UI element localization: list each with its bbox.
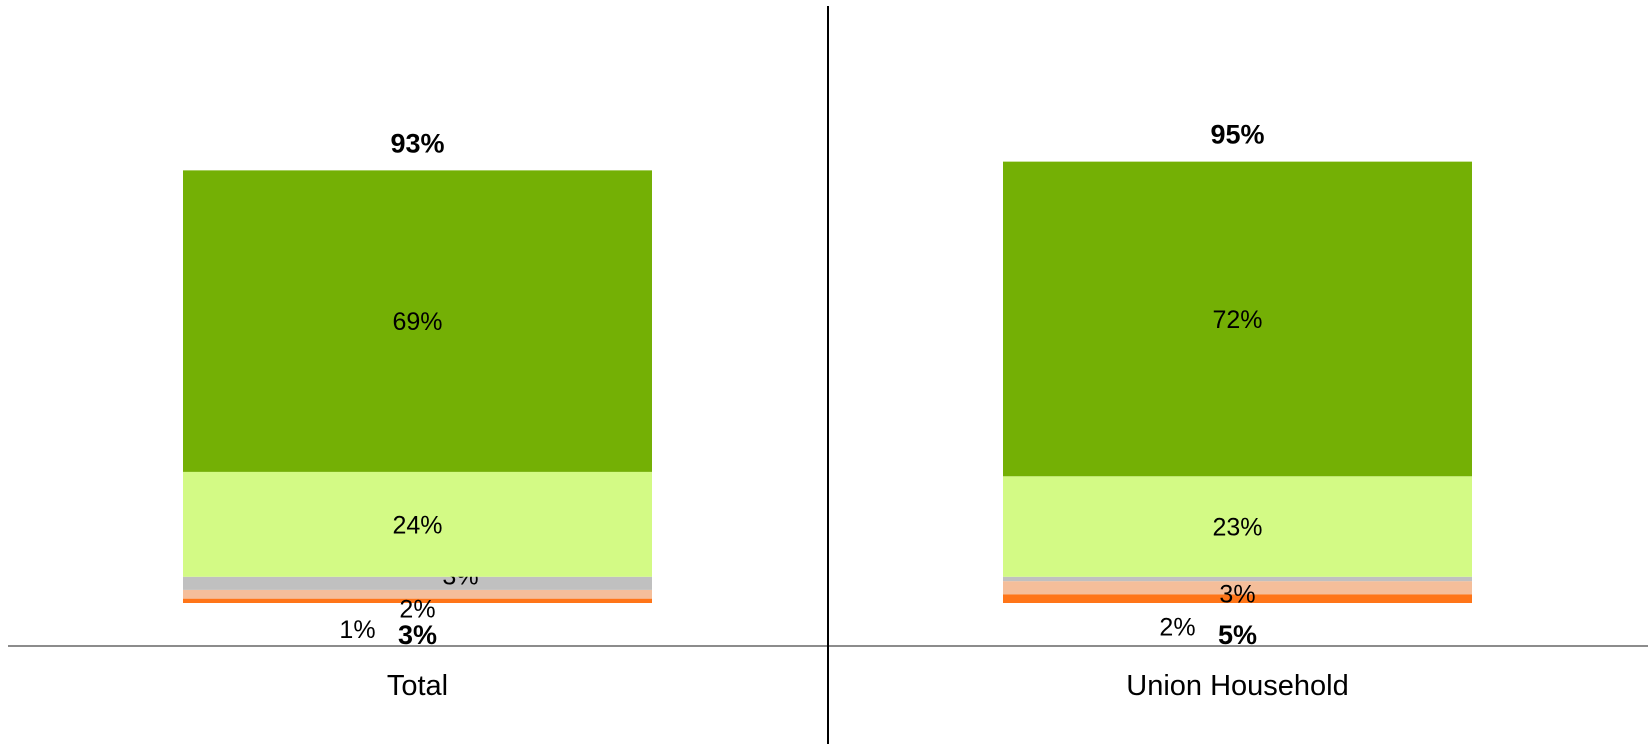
- bottom-total-label: 3%: [398, 620, 437, 650]
- bar-segment-2-5: [1003, 161, 1472, 477]
- segment-value-label: 69%: [392, 308, 442, 336]
- segment-value-label: 23%: [1212, 514, 1262, 542]
- bottom-total-label: 5%: [1218, 620, 1257, 650]
- bar-segment-1-1: [183, 598, 652, 603]
- category-label: Total: [387, 670, 448, 702]
- segment-value-label: 24%: [392, 511, 442, 539]
- segment-value-label: 3%: [1219, 581, 1255, 609]
- bar-segment-1-3: [183, 576, 652, 590]
- segment-value-label: 2%: [1159, 614, 1195, 642]
- top-total-label: 95%: [1210, 120, 1264, 150]
- category-label: Union Household: [1126, 670, 1348, 702]
- bar-segment-2-2: [1003, 581, 1472, 595]
- segment-value-label: 1%: [339, 616, 375, 644]
- bar-segment-2-1: [1003, 594, 1472, 603]
- segment-value-label: 72%: [1212, 306, 1262, 334]
- bar-segment-1-5: [183, 170, 652, 472]
- segment-value-label: 2%: [399, 595, 435, 623]
- bar-segment-2-4: [1003, 476, 1472, 577]
- bar-segment-2-3: [1003, 576, 1472, 582]
- bar-segment-1-2: [183, 589, 652, 599]
- top-total-label: 93%: [390, 128, 444, 158]
- bar-segment-1-4: [183, 471, 652, 577]
